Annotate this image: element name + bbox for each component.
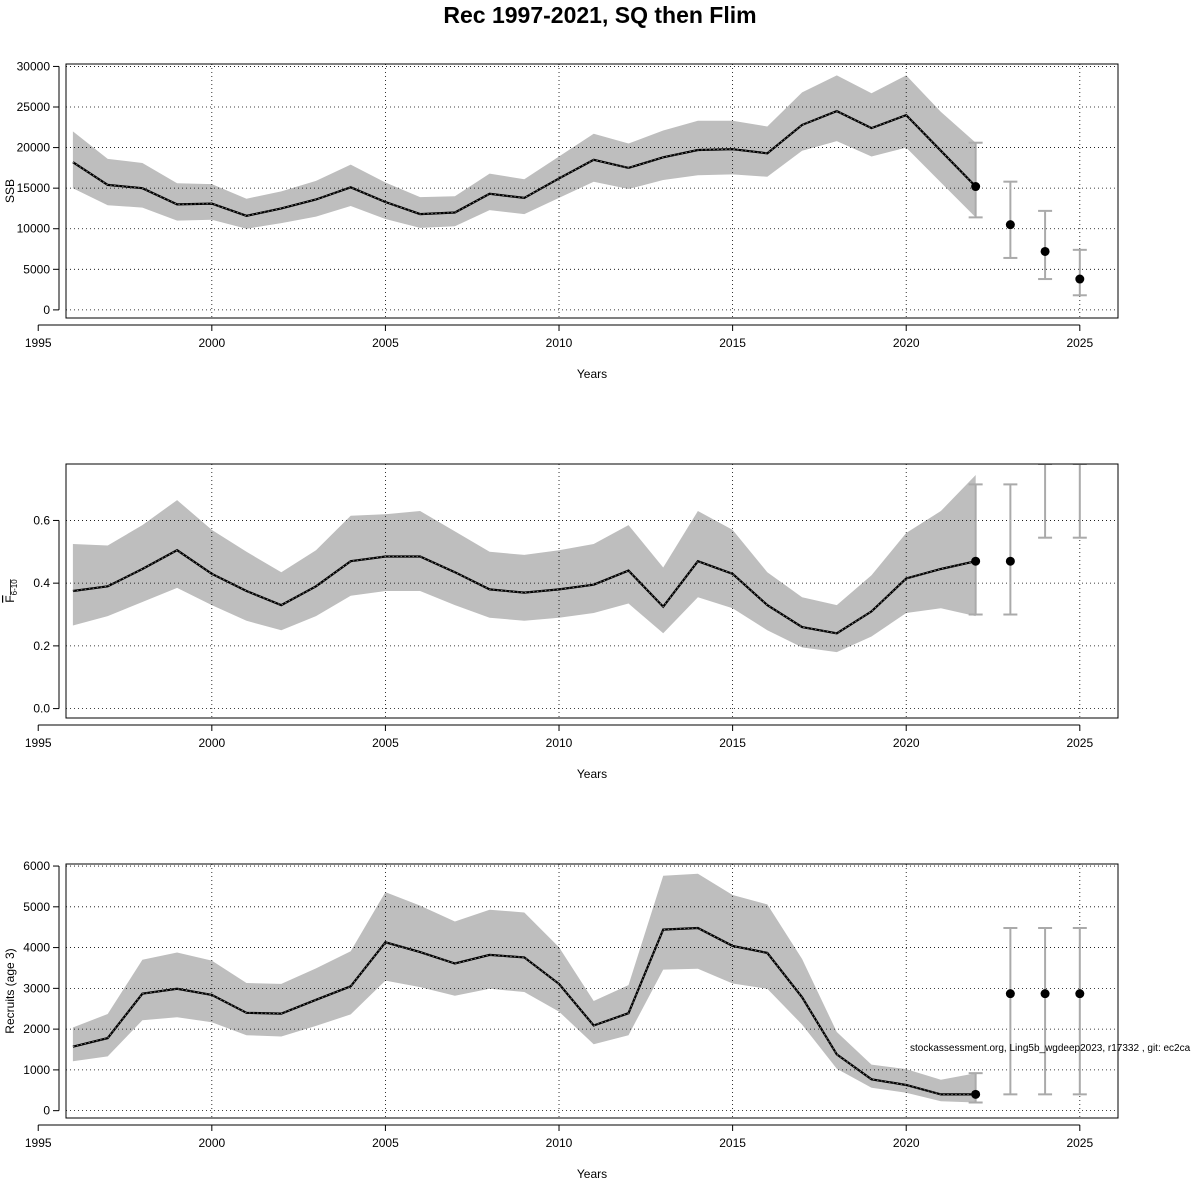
y-tick-label: 25000 bbox=[17, 100, 51, 114]
x-tick-label: 2015 bbox=[719, 736, 746, 750]
y-tick-label: 6000 bbox=[23, 859, 50, 873]
estimate-line-overlay bbox=[72, 110, 976, 217]
confidence-band bbox=[72, 873, 976, 1103]
confidence-band bbox=[72, 475, 976, 653]
x-axis-title: Years bbox=[577, 1167, 607, 1181]
forecast-point bbox=[1040, 989, 1050, 999]
x-tick-label: 2000 bbox=[198, 336, 225, 350]
forecast-point bbox=[1075, 274, 1085, 284]
plot-area bbox=[66, 464, 1118, 718]
x-tick-label: 2010 bbox=[546, 736, 573, 750]
y-tick-label: 10000 bbox=[17, 222, 51, 236]
x-tick-label: 2015 bbox=[719, 1136, 746, 1150]
y-tick-label: 0.4 bbox=[33, 576, 50, 590]
plot-frame bbox=[65, 863, 1119, 1119]
x-tick-label: 2025 bbox=[1066, 1136, 1093, 1150]
fbar-panel: 1995 2000 2005 2010 2015 2020 2025 Years 0.0 0.2 0… bbox=[3, 463, 1119, 781]
y-tick-label: 30000 bbox=[17, 59, 51, 73]
plot-frame bbox=[65, 63, 1119, 319]
x-tick-label: 2010 bbox=[546, 1136, 573, 1150]
estimate-line-overlay bbox=[72, 549, 976, 634]
x-tick-label: 2020 bbox=[893, 736, 920, 750]
y-axis-title: SSB bbox=[3, 179, 17, 203]
y-tick-label: 3000 bbox=[23, 981, 50, 995]
y-axis-title: Recruits (age 3) bbox=[3, 948, 17, 1033]
y-tick-label: 0.0 bbox=[33, 702, 50, 716]
x-tick-label: 2020 bbox=[893, 336, 920, 350]
y-tick-label: 0.2 bbox=[33, 639, 50, 653]
y-axis-title-subscript: 6-10 bbox=[10, 579, 19, 596]
y-tick-label: 5000 bbox=[23, 900, 50, 914]
x-tick-label: 2005 bbox=[372, 336, 399, 350]
x-axis-title: Years bbox=[577, 767, 607, 781]
y-tick-label: 5000 bbox=[23, 262, 50, 276]
x-tick-label: 2015 bbox=[719, 336, 746, 350]
x-tick-label: 2005 bbox=[372, 736, 399, 750]
x-tick-label: 1995 bbox=[25, 1136, 52, 1150]
y-tick-label: 1000 bbox=[23, 1063, 50, 1077]
y-tick-label: 15000 bbox=[17, 181, 51, 195]
plot-frame bbox=[65, 463, 1119, 719]
plot-area bbox=[66, 64, 1118, 318]
y-tick-label: 2000 bbox=[23, 1022, 50, 1036]
forecast-point bbox=[1005, 989, 1015, 999]
forecast-point bbox=[1075, 989, 1085, 999]
forecast-point bbox=[971, 556, 981, 566]
x-tick-label: 2020 bbox=[893, 1136, 920, 1150]
x-tick-label: 2025 bbox=[1066, 336, 1093, 350]
forecast-point bbox=[1040, 246, 1050, 256]
confidence-band bbox=[72, 75, 976, 229]
x-tick-label: 1995 bbox=[25, 736, 52, 750]
y-tick-label: 4000 bbox=[23, 941, 50, 955]
x-tick-label: 2010 bbox=[546, 336, 573, 350]
forecast-point bbox=[1005, 556, 1015, 566]
y-tick-label: 20000 bbox=[17, 141, 51, 155]
x-tick-label: 1995 bbox=[25, 336, 52, 350]
forecast-point bbox=[971, 182, 981, 192]
x-tick-label: 2000 bbox=[198, 1136, 225, 1150]
y-axis-title: F6-10 bbox=[3, 579, 19, 603]
forecast-point bbox=[971, 1089, 981, 1099]
y-tick-label: 0 bbox=[43, 1104, 50, 1118]
x-axis-title: Years bbox=[577, 367, 607, 381]
recruits-panel: 1995 2000 2005 2010 2015 2020 2025 Years 0 1000 20… bbox=[3, 859, 1119, 1181]
ssb-panel: 1995 2000 2005 2010 2015 2020 2025 Years 0 5000 10… bbox=[3, 59, 1119, 381]
x-tick-label: 2000 bbox=[198, 736, 225, 750]
x-tick-label: 2025 bbox=[1066, 736, 1093, 750]
x-tick-label: 2005 bbox=[372, 1136, 399, 1150]
plot-area bbox=[66, 864, 1118, 1118]
footnote-text: stockassessment.org, Ling5b_wgdeep2023, … bbox=[910, 1043, 1191, 1054]
forecast-point bbox=[1005, 220, 1015, 230]
estimate-line bbox=[72, 926, 976, 1096]
chart-title: Rec 1997-2021, SQ then Flim bbox=[443, 2, 757, 28]
y-tick-label: 0 bbox=[43, 303, 50, 317]
y-tick-label: 0.6 bbox=[33, 513, 50, 527]
